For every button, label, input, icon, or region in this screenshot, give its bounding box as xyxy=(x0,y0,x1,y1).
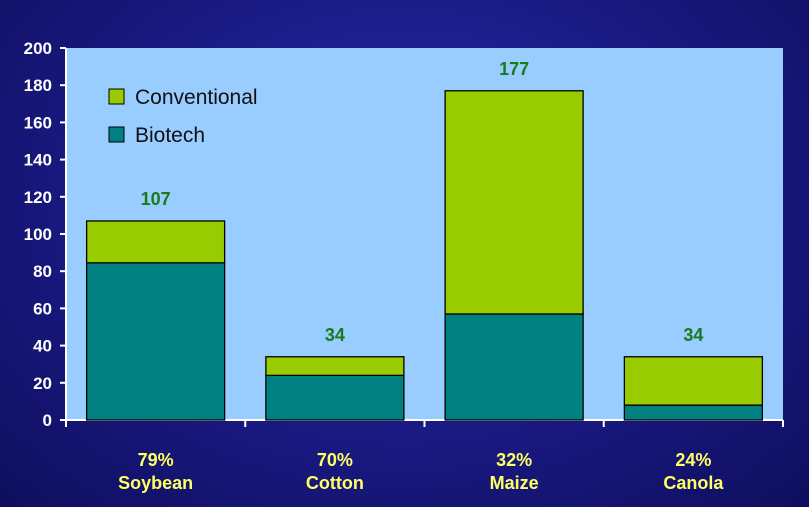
y-tick-label: 160 xyxy=(24,113,52,132)
category-percent-label: 70% xyxy=(317,450,353,470)
legend-swatch-conventional xyxy=(108,88,125,105)
category-label: Canola xyxy=(663,473,724,493)
category-label: Cotton xyxy=(306,473,364,493)
bar-biotech-canola xyxy=(623,404,764,421)
category-label: Soybean xyxy=(118,473,193,493)
total-label: 34 xyxy=(325,325,345,345)
bar-biotech-soybean xyxy=(85,262,226,421)
category-percent-label: 79% xyxy=(138,450,174,470)
legend-swatch-biotech xyxy=(108,126,125,143)
bars xyxy=(85,90,764,421)
y-tick-label: 120 xyxy=(24,188,52,207)
bar-conventional-maize xyxy=(444,90,584,315)
category-percent-label: 24% xyxy=(675,450,711,470)
y-tick-label: 180 xyxy=(24,76,52,95)
total-label: 107 xyxy=(141,189,171,209)
y-tick-label: 60 xyxy=(33,299,52,318)
bar-biotech-cotton xyxy=(265,374,405,421)
y-axis: 0 20 40 60 80 100 120 140 160 180 200 xyxy=(24,39,67,430)
total-label: 34 xyxy=(683,325,703,345)
bar-conventional-cotton xyxy=(265,356,405,377)
x-axis: 79% Soybean 70% Cotton 32% Maize 24% Canola xyxy=(65,419,784,493)
y-tick-label: 0 xyxy=(43,411,52,430)
total-label: 177 xyxy=(499,59,529,79)
y-tick-label: 140 xyxy=(24,151,52,170)
bar-conventional-soybean xyxy=(85,220,226,264)
total-labels: 107 34 177 34 xyxy=(141,59,704,345)
y-tick-label: 80 xyxy=(33,262,52,281)
category-percent-label: 32% xyxy=(496,450,532,470)
bar-conventional-canola xyxy=(623,356,764,406)
legend-label-conventional: Conventional xyxy=(135,86,258,109)
y-tick-label: 200 xyxy=(24,39,52,58)
y-tick-label: 40 xyxy=(33,337,52,356)
bar-biotech-maize xyxy=(444,313,584,421)
y-tick-label: 20 xyxy=(33,374,52,393)
legend-label-biotech: Biotech xyxy=(135,124,205,147)
y-tick-label: 100 xyxy=(24,225,52,244)
category-label: Maize xyxy=(490,473,539,493)
legend: Conventional Biotech xyxy=(108,86,258,147)
